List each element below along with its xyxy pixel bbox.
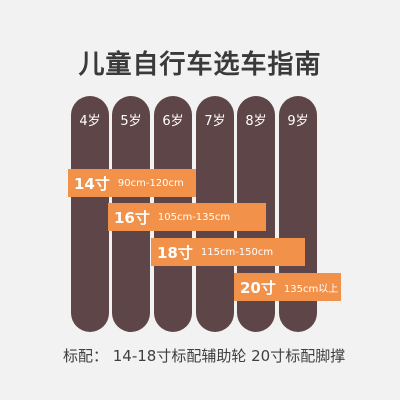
height-range: 115cm-150cm bbox=[200, 246, 274, 258]
size-band-18: 18寸 115cm-150cm bbox=[151, 238, 305, 266]
size-label: 14寸 bbox=[74, 174, 110, 193]
size-label: 18寸 bbox=[157, 243, 193, 262]
age-label-6: 6岁 bbox=[162, 114, 184, 129]
accessory-note: 标配： 14-18寸标配辅助轮 20寸标配脚撑 bbox=[63, 347, 346, 365]
size-band-20: 20寸 135cm以上 bbox=[234, 273, 341, 301]
age-bar-4 bbox=[71, 96, 109, 332]
size-label: 20寸 bbox=[240, 278, 276, 297]
height-range: 105cm-135cm bbox=[157, 211, 231, 223]
age-label-4: 4岁 bbox=[79, 114, 101, 129]
age-label-9: 9岁 bbox=[287, 114, 309, 129]
height-range: 135cm以上 bbox=[283, 283, 339, 295]
age-label-5: 5岁 bbox=[120, 114, 142, 129]
age-label-8: 8岁 bbox=[245, 114, 267, 129]
size-label: 16寸 bbox=[114, 208, 150, 227]
size-band-16: 16寸 105cm-135cm bbox=[108, 203, 266, 231]
size-band-14: 14寸 90cm-120cm bbox=[68, 169, 196, 197]
page-title: 儿童自行车选车指南 bbox=[78, 50, 322, 80]
age-label-7: 7岁 bbox=[204, 114, 226, 129]
height-range: 90cm-120cm bbox=[117, 177, 184, 189]
